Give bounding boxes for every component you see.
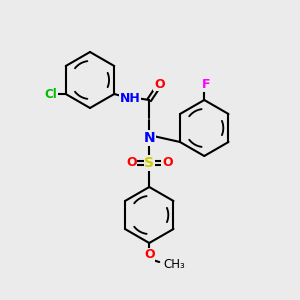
Text: CH₃: CH₃ [163, 259, 185, 272]
Text: O: O [126, 157, 136, 169]
Text: F: F [202, 79, 211, 92]
Text: Cl: Cl [44, 88, 57, 100]
Text: O: O [154, 77, 165, 91]
Text: N: N [143, 131, 155, 145]
Text: O: O [162, 157, 172, 169]
Text: NH: NH [120, 92, 141, 104]
Text: S: S [144, 156, 154, 170]
Text: O: O [144, 248, 154, 262]
